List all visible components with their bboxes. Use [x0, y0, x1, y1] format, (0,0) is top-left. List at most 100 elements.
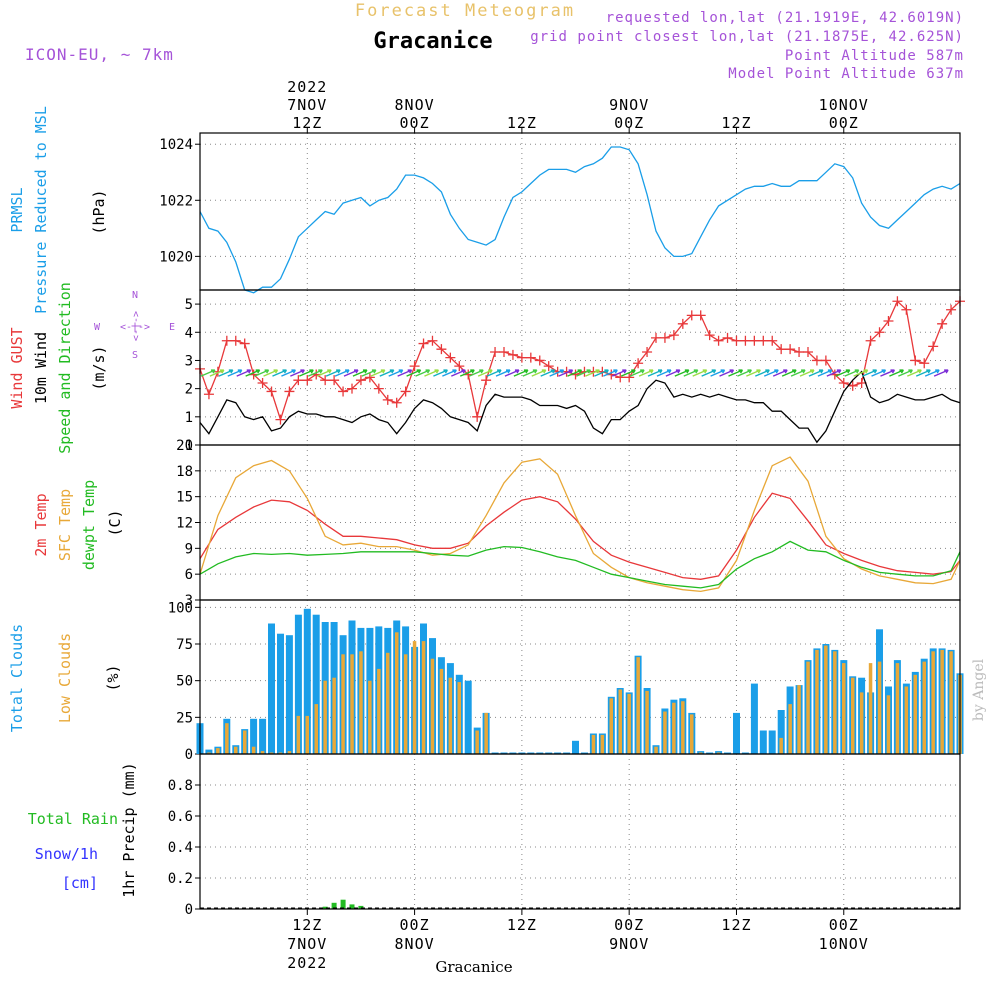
temp-sfc-label: SFC Temp	[56, 489, 74, 561]
credit-watermark: by Angel	[971, 658, 987, 721]
gust-marker	[749, 335, 760, 346]
point-altitude: Point Altitude 587m	[785, 48, 964, 64]
time-label-top: 8NOV	[395, 96, 435, 114]
wind-arrow	[540, 369, 556, 377]
clouds-bar	[285, 635, 293, 754]
wind-arrow	[334, 369, 350, 377]
snow-unit-label: [cm]	[62, 874, 98, 892]
wind-arrow	[638, 369, 654, 377]
wind-direction-label: Speed and Direction	[56, 282, 74, 454]
clouds-bar	[672, 702, 676, 754]
total-clouds-label: Total Clouds	[8, 624, 26, 732]
clouds-ytick-label: 100	[168, 600, 193, 616]
wind-arrow	[907, 369, 922, 377]
wind-arrow	[755, 369, 770, 377]
gust-marker	[472, 411, 483, 422]
wind-arrow	[701, 369, 717, 377]
clouds-bar	[439, 668, 444, 754]
precip-ytick-label: 0.8	[168, 778, 193, 794]
gust-marker	[937, 318, 948, 329]
wind-arrow	[388, 369, 404, 377]
clouds-bar	[654, 746, 658, 754]
gust-marker	[686, 310, 697, 321]
wind-arrow	[862, 369, 878, 377]
precip-bar	[322, 906, 328, 909]
wind-arrow	[325, 369, 341, 377]
clouds-bar	[359, 651, 363, 754]
clouds-bar	[877, 661, 882, 754]
clouds-bar	[234, 746, 238, 754]
time-label-top: 00Z	[614, 114, 644, 132]
gust-marker	[794, 347, 805, 357]
clouds-bar	[403, 654, 408, 754]
clouds-bar	[636, 657, 640, 754]
wind-ytick-label: 4	[185, 325, 193, 341]
wind-arrow	[495, 369, 511, 377]
wind-arrow	[209, 369, 225, 377]
wind-arrow	[433, 369, 448, 377]
clouds-bar	[509, 752, 517, 754]
gust-marker	[293, 375, 304, 386]
clouds-bar	[913, 674, 917, 754]
wind-arrow	[504, 369, 520, 377]
wind-arrow	[272, 369, 288, 377]
temp-ytick-label: 9	[185, 541, 193, 557]
gust-marker	[507, 349, 518, 360]
clouds-bar	[464, 680, 472, 754]
wind-arrow	[683, 369, 699, 377]
clouds-bar	[527, 752, 535, 754]
wind-arrow	[781, 369, 797, 377]
clouds-bar	[412, 641, 417, 754]
gust-marker	[347, 383, 357, 394]
snow-label: Snow/1h	[35, 845, 98, 863]
time-label-bottom: 8NOV	[395, 935, 435, 953]
clouds-bar	[251, 746, 256, 754]
model-point-altitude: Model Point Altitude 637m	[728, 66, 964, 82]
wind-arrow	[880, 369, 896, 377]
clouds-bar	[741, 752, 749, 754]
wind-arrow	[692, 369, 708, 377]
gust-marker	[525, 352, 536, 363]
gust-marker	[615, 372, 626, 383]
time-label-bottom: 10NOV	[819, 935, 869, 953]
time-label-bottom: 12Z	[721, 916, 751, 934]
gust-marker	[919, 358, 930, 369]
wind-arrow	[853, 369, 869, 377]
clouds-bar	[609, 698, 613, 754]
gust-marker	[257, 378, 268, 388]
wind-arrow	[218, 369, 234, 377]
wind-arrow	[290, 369, 305, 377]
wind-arrow	[799, 369, 815, 377]
gust-marker	[543, 361, 554, 372]
wind-arrow	[746, 369, 761, 377]
wind-arrow	[665, 369, 681, 377]
clouds-bar	[395, 632, 399, 754]
wind-arrow	[594, 369, 609, 377]
wind-arrow	[629, 369, 645, 377]
temp-unit: (C)	[106, 509, 124, 536]
wind-ytick-label: 5	[185, 297, 193, 313]
wind-arrow	[316, 369, 332, 377]
wind-arrow	[933, 369, 949, 377]
clouds-bar	[500, 752, 508, 754]
gust-marker	[633, 358, 644, 369]
gust-marker	[624, 372, 635, 383]
clouds-bar	[303, 608, 311, 754]
clouds-bar	[243, 730, 247, 754]
time-label-top: 12Z	[292, 114, 322, 132]
clouds-bar	[895, 663, 900, 754]
clouds-bar	[851, 677, 855, 754]
clouds-bar	[716, 752, 721, 754]
gust-marker	[373, 383, 384, 394]
clouds-bar	[314, 704, 318, 754]
gust-marker	[811, 355, 822, 366]
clouds-bar	[788, 704, 792, 754]
clouds-bar	[779, 737, 783, 754]
wind-arrow	[442, 369, 457, 377]
gust-marker	[221, 335, 232, 346]
wind-arrow	[459, 369, 475, 377]
wind-arrow	[299, 369, 314, 377]
gust-marker	[677, 318, 688, 329]
gust-marker	[946, 304, 957, 315]
